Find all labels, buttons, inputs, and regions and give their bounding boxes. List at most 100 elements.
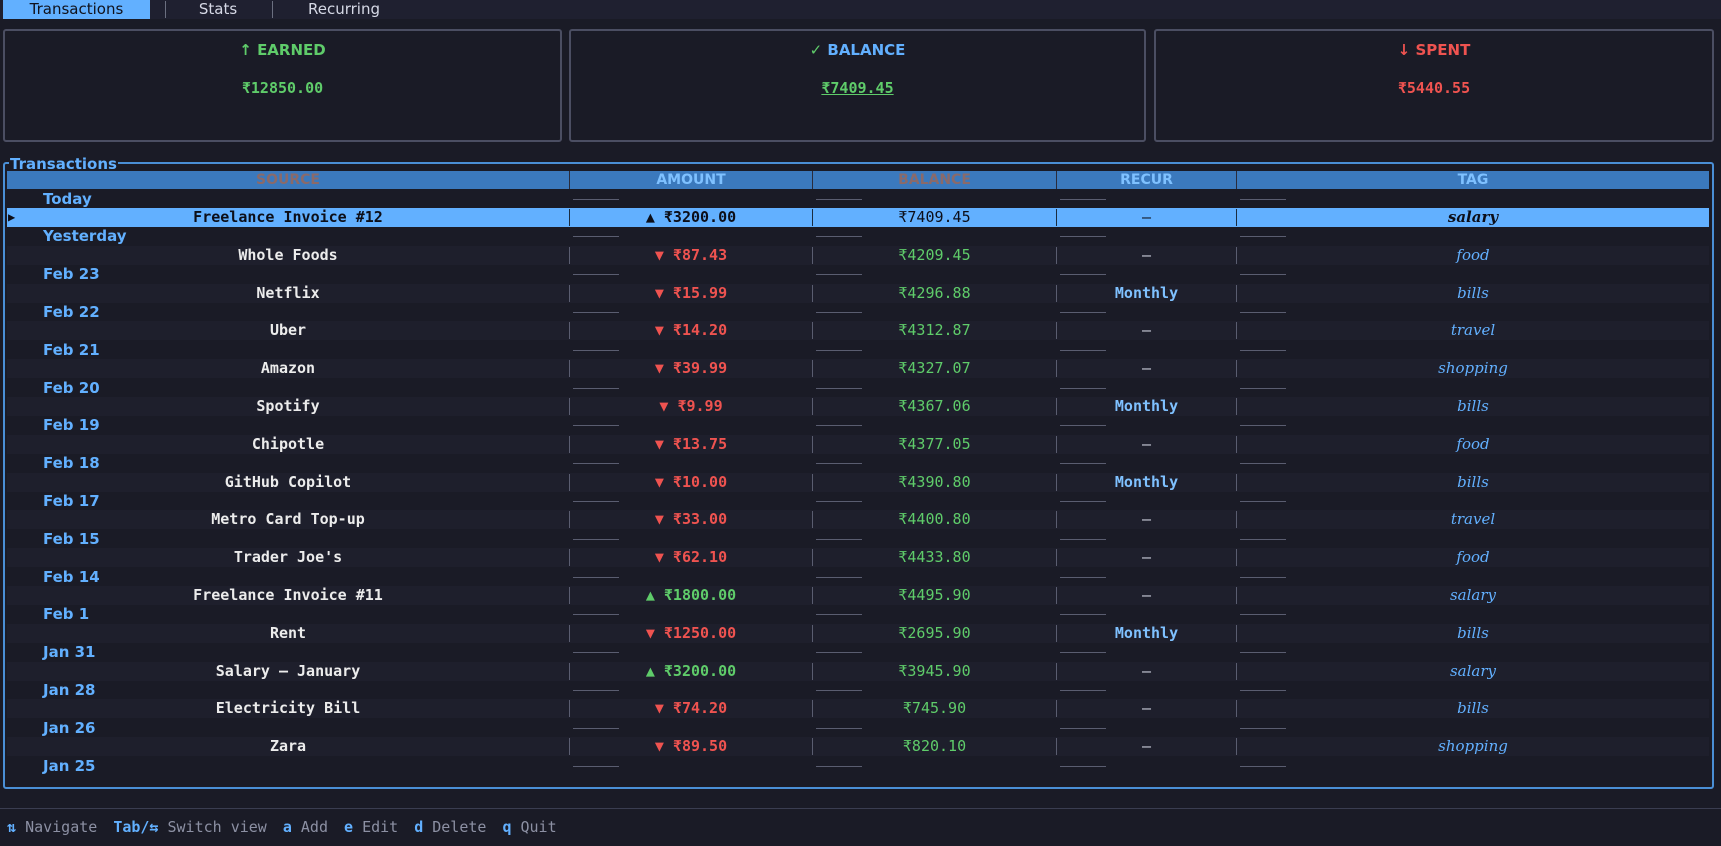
empty-cell-dash (816, 538, 862, 540)
amount-cell: ▲ ₹3200.00 (645, 208, 737, 226)
amount-cell: ▼ ₹62.10 (654, 548, 728, 567)
amount-cell: ▲ ₹1800.00 (645, 586, 737, 604)
column-separator (1056, 624, 1057, 642)
date-group-row: Feb 23 (7, 265, 1709, 284)
date-group-row: Today (7, 190, 1709, 209)
source-cell: Amazon (260, 359, 316, 378)
earned-value: ₹12850.00 (241, 79, 324, 97)
table-row[interactable]: Zara ▼ ₹89.50 ₹820.10 – shopping (7, 737, 1709, 757)
keybinding-description: Quit (520, 818, 557, 836)
empty-cell-dash (1060, 425, 1106, 427)
column-header-tag[interactable]: TAG (1457, 172, 1489, 188)
table-row[interactable]: Chipotle ▼ ₹13.75 ₹4377.05 – food (7, 434, 1709, 454)
spent-value: ₹5440.55 (1397, 79, 1471, 97)
empty-cell-dash (816, 274, 862, 276)
table-row[interactable]: Freelance Invoice #11 ▲ ₹1800.00 ₹4495.90 –… (7, 586, 1709, 605)
column-separator (812, 360, 813, 378)
empty-cell-dash (1060, 576, 1106, 578)
empty-cell-dash (1060, 765, 1106, 767)
panel-title: Transactions (9, 155, 118, 173)
empty-cell-dash (1060, 727, 1106, 729)
column-separator (1236, 549, 1237, 567)
empty-cell-dash (816, 652, 862, 654)
tag-cell: bills (1457, 283, 1489, 302)
view-tab-bar: Transactions Stats Recurring (0, 0, 1721, 19)
keybinding-description: Delete (432, 818, 487, 836)
recur-cell: Monthly (1114, 623, 1179, 642)
column-separator (1056, 360, 1057, 378)
recur-cell: Monthly (1114, 472, 1179, 491)
empty-cell-dash (816, 387, 862, 389)
balance-card: ✓ BALANCE ₹7409.45 (569, 29, 1146, 142)
empty-cell-dash (573, 236, 619, 238)
table-row[interactable]: GitHub Copilot ▼ ₹10.00 ₹4390.80 Monthly bil… (7, 472, 1709, 492)
empty-cell-dash (1060, 463, 1106, 465)
empty-cell-dash (1240, 576, 1286, 578)
column-header-recur[interactable]: RECUR (1120, 172, 1173, 188)
empty-cell-dash (1240, 614, 1286, 616)
empty-cell-dash (816, 236, 862, 238)
table-row[interactable]: Electricity Bill ▼ ₹74.20 ₹745.90 – bills (7, 699, 1709, 719)
tag-cell: travel (1450, 510, 1496, 529)
earned-label: EARNED (257, 41, 326, 59)
empty-cell-dash (1240, 198, 1286, 200)
keybinding-description: Navigate (25, 818, 98, 836)
recur-cell: – (1141, 737, 1152, 756)
empty-cell-dash (1240, 274, 1286, 276)
column-separator (1056, 549, 1057, 567)
column-separator (569, 738, 570, 756)
table-row[interactable]: Spotify ▼ ₹9.99 ₹4367.06 Monthly bills (7, 397, 1709, 416)
date-group-row: Feb 21 (7, 341, 1709, 360)
empty-cell-dash (1240, 652, 1286, 654)
column-separator (812, 511, 813, 529)
column-header-balance[interactable]: BALANCE (898, 172, 971, 188)
balance-cell: ₹820.10 (902, 737, 967, 756)
column-separator (1236, 511, 1237, 529)
empty-cell-dash (573, 576, 619, 578)
table-row[interactable]: Uber ▼ ₹14.20 ₹4312.87 – travel (7, 321, 1709, 341)
date-group-row: Jan 26 (7, 719, 1709, 738)
table-row[interactable]: Metro Card Top-up ▼ ₹33.00 ₹4400.80 – travel (7, 510, 1709, 530)
column-separator (812, 171, 813, 189)
table-row[interactable]: Netflix ▼ ₹15.99 ₹4296.88 Monthly bills (7, 283, 1709, 303)
column-separator (1236, 360, 1237, 378)
balance-value: ₹7409.45 (821, 79, 894, 97)
date-group-row: Feb 19 (7, 416, 1709, 435)
table-row[interactable]: Trader Joe's ▼ ₹62.10 ₹4433.80 – food (7, 548, 1709, 568)
source-cell: Spotify (256, 397, 320, 415)
column-separator (812, 662, 813, 680)
table-row[interactable]: ▶ Freelance Invoice #12 ▲ ₹3200.00 ₹7409.45… (7, 208, 1709, 227)
column-separator (1236, 738, 1237, 756)
empty-cell-dash (816, 425, 862, 427)
tab-stats[interactable]: Stats (198, 0, 238, 18)
column-separator (1056, 738, 1057, 756)
table-row[interactable]: Rent ▼ ₹1250.00 ₹2695.90 Monthly bills (7, 623, 1709, 643)
amount-cell: ▼ ₹15.99 (654, 283, 728, 302)
column-header-amount[interactable]: AMOUNT (656, 172, 726, 188)
table-header: SOURCE AMOUNT BALANCE RECUR TAG (7, 171, 1709, 189)
tag-cell: bills (1457, 397, 1489, 415)
balance-cell: ₹4495.90 (898, 586, 971, 604)
table-row[interactable]: Whole Foods ▼ ₹87.43 ₹4209.45 – food (7, 245, 1709, 265)
column-separator (1056, 246, 1057, 264)
empty-cell-dash (573, 463, 619, 465)
column-header-source[interactable]: SOURCE (256, 172, 320, 188)
column-separator (1236, 284, 1237, 302)
date-group-row: Feb 15 (7, 530, 1709, 549)
source-cell: Freelance Invoice #12 (193, 208, 383, 226)
amount-cell: ▼ ₹1250.00 (645, 623, 737, 642)
arrow-down-icon: ↓ (1397, 41, 1411, 59)
date-group-row: Yesterday (7, 227, 1709, 246)
source-cell: Trader Joe's (233, 548, 343, 567)
tab-recurring[interactable]: Recurring (308, 0, 380, 18)
date-group-label: Feb 1 (43, 605, 90, 624)
tab-transactions[interactable]: Transactions (3, 0, 150, 19)
source-cell: Zara (269, 737, 307, 756)
empty-cell-dash (573, 387, 619, 389)
empty-cell-dash (1060, 274, 1106, 276)
date-group-row: Jan 28 (7, 681, 1709, 700)
column-separator (812, 624, 813, 642)
keybinding-help-bar: ⇅ Navigate Tab/⇆ Switch view a Add e Edit d … (7, 817, 573, 837)
table-row[interactable]: Salary – January ▲ ₹3200.00 ₹3945.90 – salar… (7, 661, 1709, 681)
table-row[interactable]: Amazon ▼ ₹39.99 ₹4327.07 – shopping (7, 359, 1709, 379)
